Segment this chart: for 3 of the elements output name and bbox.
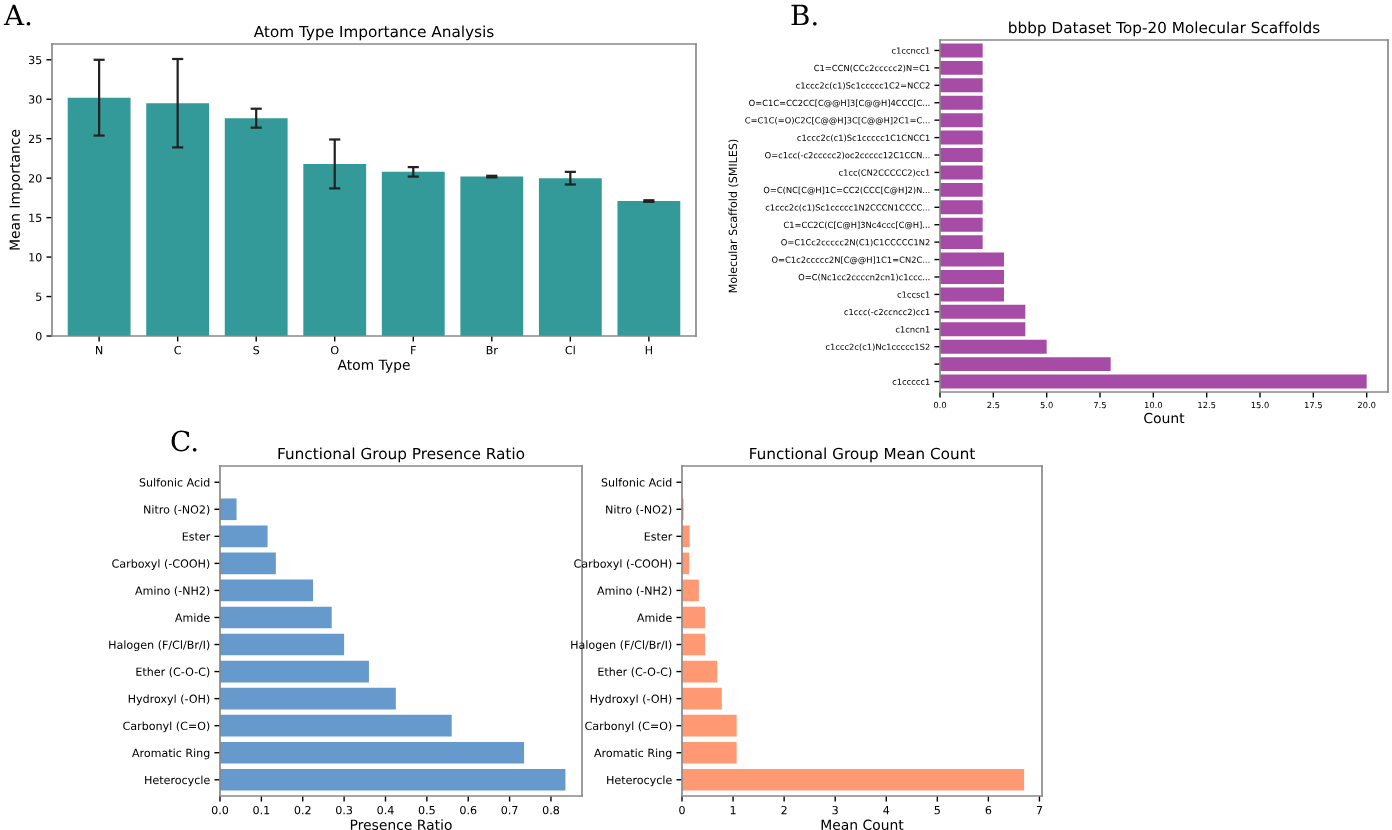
text: B. [791,4,817,26]
text: C. [171,430,197,452]
text: A. [3,4,31,26]
